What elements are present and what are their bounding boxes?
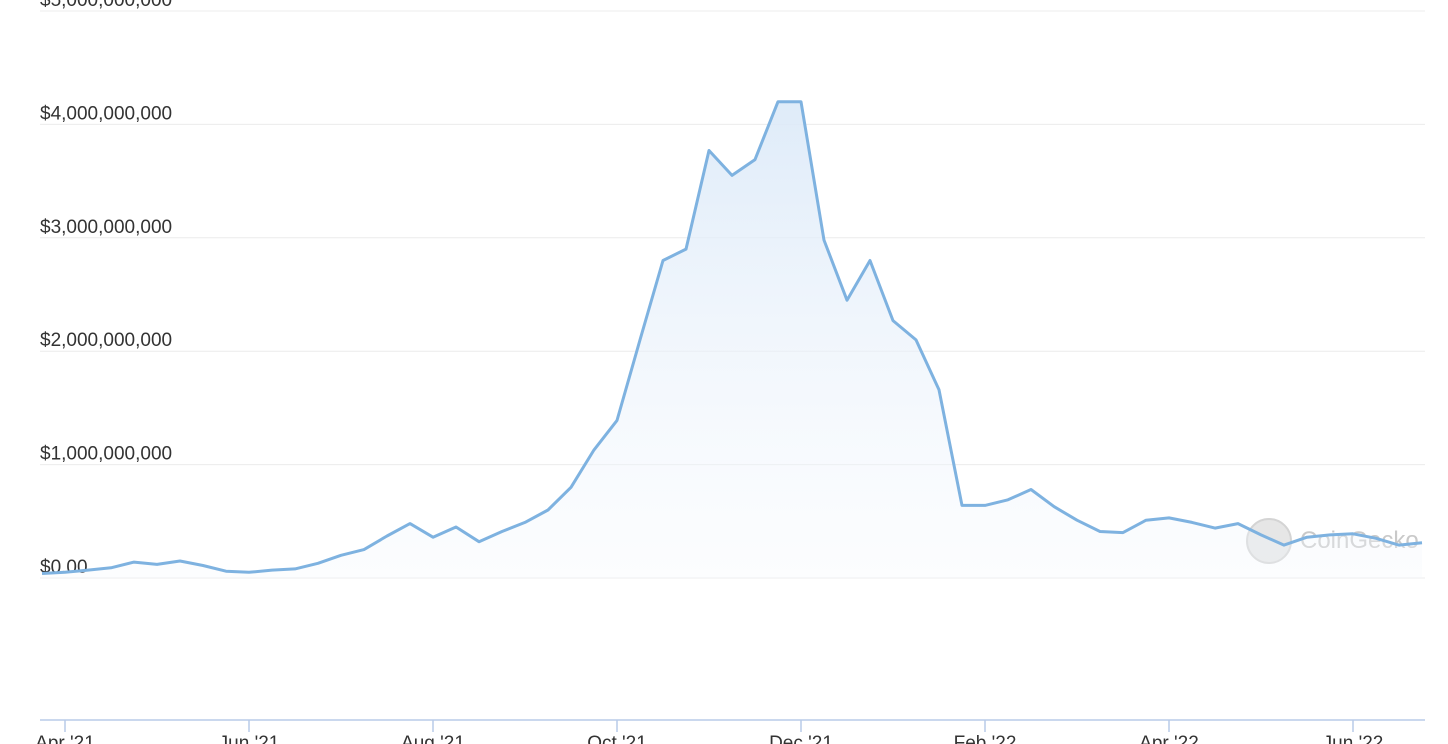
y-tick-label: $5,000,000,000 bbox=[40, 0, 172, 11]
y-tick-label: $4,000,000,000 bbox=[40, 103, 172, 124]
x-tick-label: Dec '21 bbox=[769, 733, 833, 744]
x-tick-label: Apr '22 bbox=[1139, 733, 1199, 744]
y-tick-label: $1,000,000,000 bbox=[40, 444, 172, 465]
x-tick-label: Feb '22 bbox=[954, 733, 1017, 744]
x-tick-label: Oct '21 bbox=[587, 733, 647, 744]
y-tick-label: $2,000,000,000 bbox=[40, 330, 172, 351]
line bbox=[41, 100, 1423, 575]
y-tick-label: $3,000,000,000 bbox=[40, 217, 172, 238]
x-tick-label: Aug '21 bbox=[401, 733, 465, 744]
area bbox=[42, 101, 1422, 578]
x-tick-label: Apr '21 bbox=[35, 733, 95, 744]
x-tick-label: Jun '22 bbox=[1323, 733, 1384, 744]
x-tick-label: Jun '21 bbox=[219, 733, 280, 744]
